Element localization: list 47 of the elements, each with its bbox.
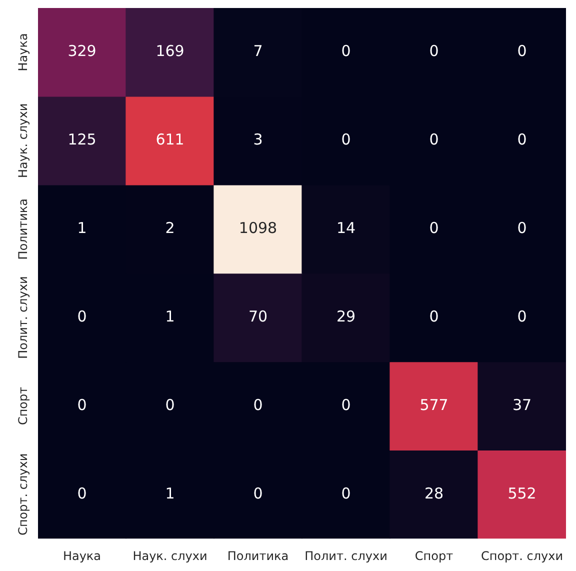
data-label: 2 <box>165 218 175 237</box>
data-label: 0 <box>429 130 439 149</box>
data-label: 28 <box>424 484 444 502</box>
y-tick-label: Политика <box>16 198 30 260</box>
data-label: 125 <box>68 130 96 149</box>
x-tick-label: Спорт <box>414 548 454 563</box>
x-tick-label: Спорт. слухи <box>480 548 564 563</box>
data-label: 611 <box>156 130 184 149</box>
data-label: 0 <box>253 396 263 414</box>
y-tick-label: Полит. слухи <box>16 276 30 359</box>
data-label: 0 <box>341 484 351 502</box>
x-tick-label: Полит. слухи <box>304 548 388 563</box>
data-label: 0 <box>429 307 439 326</box>
data-label: 29 <box>336 307 356 326</box>
data-label: 0 <box>517 42 527 60</box>
data-label: 1 <box>165 307 175 326</box>
data-label: 0 <box>253 484 263 502</box>
data-label: 0 <box>77 484 87 502</box>
y-tick-label: Спорт <box>16 386 30 426</box>
x-tick-label: Политика <box>227 548 289 563</box>
data-label: 0 <box>517 218 527 237</box>
data-label: 1 <box>77 218 87 237</box>
y-tick-label: Наук. слухи <box>16 103 30 178</box>
data-label: 0 <box>165 396 175 414</box>
data-label: 7 <box>253 42 263 60</box>
data-label: 37 <box>512 396 532 414</box>
data-label: 70 <box>248 307 268 326</box>
data-label: 0 <box>517 130 527 149</box>
data-label: 0 <box>77 307 87 326</box>
data-label: 0 <box>341 396 351 414</box>
data-label: 1 <box>165 484 175 502</box>
data-label: 0 <box>429 218 439 237</box>
data-label: 329 <box>68 42 96 60</box>
data-label: 0 <box>429 42 439 60</box>
data-label: 0 <box>77 396 87 414</box>
y-tick-label: Наука <box>16 33 30 72</box>
data-label: 0 <box>517 307 527 326</box>
data-label: 552 <box>508 484 536 502</box>
data-label: 577 <box>420 396 448 414</box>
x-tick-label: Наук. слухи <box>132 548 208 563</box>
x-tick-label: Наука <box>62 548 102 563</box>
data-label: 1098 <box>238 218 278 237</box>
data-label: 0 <box>341 130 351 149</box>
data-label: 14 <box>336 218 356 237</box>
data-label: 169 <box>156 42 184 60</box>
data-label: 3 <box>253 130 263 149</box>
data-label: 0 <box>341 42 351 60</box>
